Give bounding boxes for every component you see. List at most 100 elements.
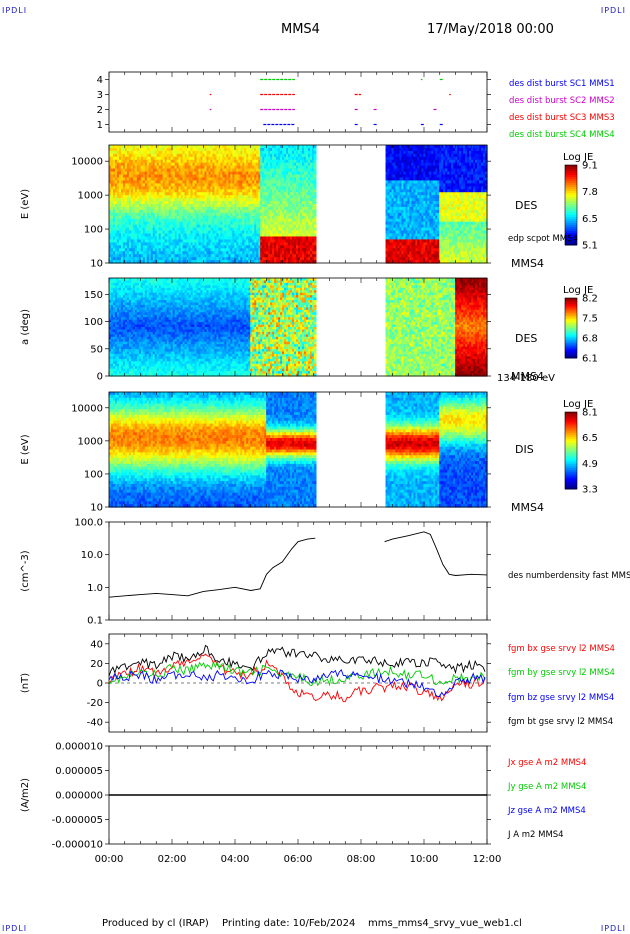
heatmap-cell [128,251,132,255]
heatmap-cell [166,195,170,199]
heatmap-cell [164,162,168,167]
heatmap-cell [138,180,142,184]
heatmap-cell [176,245,180,249]
heatmap-cell [184,224,188,229]
heatmap-cell [180,212,184,217]
heatmap-cell [114,195,118,199]
heatmap-cell [130,206,134,211]
heatmap-cell [114,165,118,170]
heatmap-cell [128,215,132,220]
heatmap-cell [120,206,124,211]
heatmap-cell [142,242,146,246]
heatmap-cell [128,168,132,173]
heatmap-cell [156,209,160,214]
heatmap-cell [130,174,134,179]
heatmap-cell [152,177,156,181]
heatmap-cell [152,180,156,184]
heatmap-cell [124,221,128,226]
heatmap-cell [172,233,176,238]
heatmap-cell [140,159,144,164]
heatmap-cell [164,186,168,190]
heatmap-cell [184,218,188,223]
heatmap-cell [164,260,168,264]
heatmap-cell [172,206,176,211]
heatmap-cell [130,177,134,181]
heatmap-cell [184,212,188,217]
heatmap-cell [156,251,160,255]
heatmap-cell [150,198,154,202]
heatmap-cell [136,147,140,152]
heatmap-cell [148,215,152,220]
heatmap-cell [164,233,168,238]
heatmap-cell [120,195,124,199]
heatmap-cell [160,153,164,158]
heatmap-cell [156,236,160,240]
heatmap-cell [144,215,148,220]
heatmap-cell [156,212,160,217]
heatmap-cell [110,189,114,193]
heatmap-cell [138,212,142,217]
heatmap-cell [162,156,166,161]
heatmap-cell [109,221,112,226]
heatmap-cell [150,177,154,181]
heatmap-cell [126,150,130,155]
heatmap-cell [184,192,188,196]
heatmap-cell [128,147,132,152]
heatmap-cell [154,183,158,187]
heatmap-cell [122,239,126,243]
heatmap-cell [118,174,122,179]
heatmap-cell [144,147,148,152]
heatmap-cell [136,245,140,249]
heatmap-cell [166,224,170,229]
burst-legend-label: des dist burst SC3 MMS3 [509,113,615,123]
heatmap-cell [130,233,134,238]
heatmap-cell [162,227,166,232]
heatmap-cell [170,156,174,161]
heatmap-cell [132,224,136,229]
heatmap-cell [114,251,118,255]
heatmap-cell [150,159,154,164]
heatmap-cell [170,221,174,226]
heatmap-cell [158,192,162,196]
heatmap-cell [130,239,134,243]
heatmap-cell [110,221,114,226]
heatmap-cell [152,239,156,243]
heatmap-cell [109,162,112,167]
heatmap-cell [124,150,128,155]
heatmap-cell [124,195,128,199]
heatmap-cell [132,227,136,232]
heatmap-cell [134,230,138,235]
heatmap-cell [154,215,158,220]
heatmap-cell [134,260,138,264]
heatmap-cell [124,239,128,243]
heatmap-cell [182,183,186,187]
heatmap-cell [132,147,136,152]
heatmap-cell [152,174,156,179]
heatmap-cell [112,177,116,181]
heatmap-cell [160,159,164,164]
heatmap-cell [124,145,128,149]
heatmap-cell [130,168,134,173]
heatmap-cell [182,242,186,246]
heatmap-cell [116,239,120,243]
heatmap-cell [144,224,148,229]
heatmap-cell [124,198,128,202]
heatmap-cell [130,245,134,249]
heatmap-cell [144,239,148,243]
heatmap-cell [124,156,128,161]
heatmap-cell [122,245,126,249]
heatmap-cell [160,260,164,264]
heatmap-cell [120,183,124,187]
heatmap-cell [110,150,114,155]
heatmap-cell [162,162,166,167]
heatmap-cell [112,153,116,158]
heatmap-cell [118,209,122,214]
heatmap-cell [132,201,136,205]
heatmap-cell [158,171,162,176]
heatmap-cell [154,159,158,164]
heatmap-cell [142,147,146,152]
heatmap-cell [114,201,118,205]
heatmap-cell [138,168,142,173]
heatmap-cell [146,168,150,173]
heatmap-cell [138,230,142,235]
